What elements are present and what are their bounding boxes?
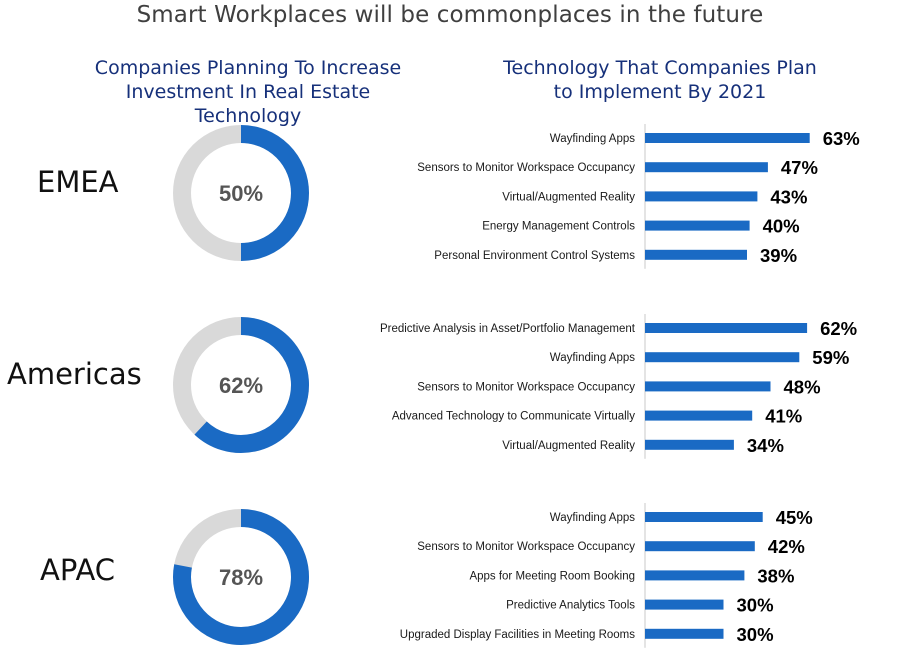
bar-category-label: Wayfinding Apps [550, 133, 635, 145]
bar-value-label: 42% [768, 536, 805, 557]
page-title: Smart Workplaces will be commonplaces in… [136, 2, 764, 28]
bar-value-label: 30% [737, 624, 774, 645]
bar [645, 599, 724, 610]
bar-category-label: Wayfinding Apps [550, 352, 635, 364]
bar-category-label: Predictive Analysis in Asset/Portfolio M… [380, 323, 636, 335]
bar [645, 323, 808, 333]
bar-value-label: 43% [770, 186, 807, 207]
bar-value-label: 40% [763, 216, 800, 237]
bar [645, 162, 768, 173]
bar-category-label: Apps for Meeting Room Booking [469, 570, 635, 582]
donut-percent-label: 50% [219, 181, 263, 206]
bar-value-label: 63% [823, 128, 860, 149]
donut-percent-label: 78% [219, 565, 263, 590]
donut-value-arc [240, 125, 309, 261]
donut-value-arc [194, 317, 309, 453]
bar-value-label: 48% [784, 376, 821, 397]
bar-category-label: Sensors to Monitor Workspace Occupancy [417, 381, 635, 393]
bar-value-label: 47% [781, 157, 818, 178]
donut-subtitle-line-1: Companies Planning To Increase [94, 57, 402, 79]
bar [645, 541, 755, 552]
bar-category-label: Virtual/Augmented Reality [502, 191, 635, 203]
bar-category-label: Advanced Technology to Communicate Virtu… [392, 411, 635, 423]
bar-category-label: Virtual/Augmented Reality [502, 440, 635, 452]
region-label-emea: EMEA [37, 165, 119, 199]
bar [645, 191, 758, 202]
bar-value-label: 30% [737, 595, 774, 616]
bar [645, 249, 747, 260]
bar-subtitle-line-2: to Implement By 2021 [553, 81, 767, 103]
bar [645, 133, 810, 143]
bar [645, 220, 750, 231]
bar-value-label: 62% [820, 318, 857, 339]
donut-percent-label: 62% [219, 373, 263, 398]
bar [645, 628, 724, 639]
bar [645, 381, 771, 392]
bar [645, 512, 763, 522]
bar-subtitle-line-1: Technology That Companies Plan [503, 57, 817, 79]
bar-category-label: Sensors to Monitor Workspace Occupancy [417, 162, 635, 174]
bar [645, 410, 753, 421]
bar-category-label: Predictive Analytics Tools [506, 600, 635, 612]
region-label-americas: Americas [7, 357, 142, 391]
bar-value-label: 39% [760, 245, 797, 266]
bar-category-label: Upgraded Display Facilities in Meeting R… [400, 629, 635, 641]
bar-value-label: 45% [776, 507, 813, 528]
bar-value-label: 34% [747, 435, 784, 456]
bar-category-label: Energy Management Controls [482, 221, 635, 233]
bar-category-label: Wayfinding Apps [550, 512, 635, 524]
region-label-apac: APAC [40, 553, 116, 587]
bar-value-label: 59% [812, 347, 849, 368]
donut-value-arc [173, 509, 309, 645]
bar [645, 352, 800, 363]
donut-subtitle-line-2: Investment In Real Estate Technology [125, 81, 371, 127]
donut-section-subtitle: Companies Planning To Increase Investmen… [78, 56, 418, 128]
bar-section-subtitle: Technology That Companies Plan to Implem… [488, 56, 832, 104]
bar [645, 570, 745, 581]
bar-category-label: Sensors to Monitor Workspace Occupancy [417, 541, 635, 553]
bar [645, 439, 734, 450]
bar-category-label: Personal Environment Control Systems [434, 250, 635, 262]
bar-value-label: 41% [765, 406, 802, 427]
bar-value-label: 38% [757, 565, 794, 586]
